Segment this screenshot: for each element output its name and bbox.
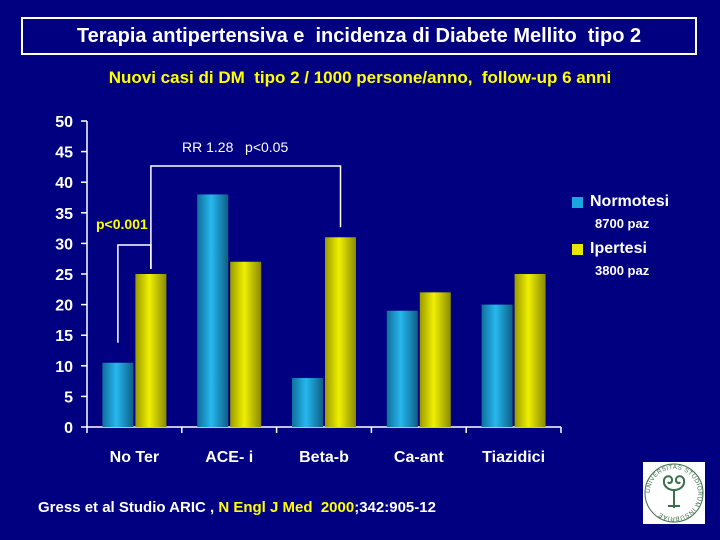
university-seal-icon: UNIVERSITAS STUDIORUM INSUBRIAE — [643, 462, 705, 524]
legend-ipertesi: Ipertesi — [572, 240, 647, 258]
bar-ipertesi-0 — [135, 274, 167, 427]
bar-normotesi-0 — [102, 362, 134, 427]
legend-label-normotesi: Normotesi — [590, 193, 670, 210]
chart-subtitle: Nuovi casi di DM tipo 2 / 1000 persone/a… — [108, 68, 612, 87]
p001-annotation: p<0.001 — [96, 216, 148, 232]
y-tick-label: 45 — [55, 145, 73, 162]
bar-normotesi-2 — [292, 378, 323, 427]
y-tick-label: 30 — [55, 236, 73, 253]
x-tick-label: ACE- i — [205, 449, 253, 466]
citation-pages: ;342:905-12 — [354, 499, 436, 516]
legend-swatch-normotesi — [572, 196, 583, 208]
y-tick-label: 25 — [55, 267, 73, 284]
citation-journal: N Engl J Med 2000 — [218, 499, 355, 516]
y-tick-label: 15 — [55, 328, 73, 345]
y-tick-label: 50 — [55, 114, 73, 131]
citation-authors: Gress et al Studio ARIC , — [38, 499, 219, 516]
p001-bracket — [117, 244, 152, 343]
slide-title: Terapia antipertensiva e incidenza di Di… — [21, 17, 697, 55]
y-tick-label: 10 — [55, 359, 73, 376]
citation: Gress et al Studio ARIC , N Engl J Med 2… — [38, 499, 436, 516]
y-tick-label: 5 — [64, 389, 73, 406]
x-tick-label: Tiazidici — [482, 449, 545, 466]
legend-swatch-ipertesi — [572, 243, 583, 255]
x-axis: No Ter ACE- i Beta-b Ca-ant Tiazidici — [86, 426, 562, 466]
legend-normotesi: Normotesi — [572, 193, 669, 211]
x-tick-label: No Ter — [110, 449, 159, 466]
legend-sub-ipertesi: 3800 paz — [595, 263, 650, 278]
bar-ipertesi-1 — [230, 261, 262, 427]
bar-normotesi-3 — [386, 310, 418, 427]
legend-label-ipertesi: Ipertesi — [590, 240, 647, 257]
y-tick-label: 0 — [64, 420, 73, 437]
bars — [102, 194, 546, 427]
bar-ipertesi-4 — [514, 274, 546, 427]
y-tick-label: 35 — [55, 206, 73, 223]
y-tick-label: 20 — [55, 298, 73, 315]
bar-ipertesi-3 — [419, 292, 451, 427]
x-tick-label: Ca-ant — [394, 449, 444, 466]
x-tick-label: Beta-b — [299, 449, 349, 466]
rr-annotation: RR 1.28 p<0.05 — [182, 139, 288, 155]
annotations: RR 1.28 p<0.05 p<0.001 — [96, 139, 342, 343]
legend-sub-normotesi: 8700 paz — [595, 216, 650, 231]
rr-bracket — [150, 165, 342, 269]
y-tick-label: 40 — [55, 175, 73, 192]
bar-ipertesi-2 — [325, 237, 356, 427]
y-axis: 0 5 10 15 20 25 30 35 40 45 50 — [55, 114, 88, 437]
bar-normotesi-1 — [197, 194, 229, 427]
bar-normotesi-4 — [481, 304, 513, 427]
